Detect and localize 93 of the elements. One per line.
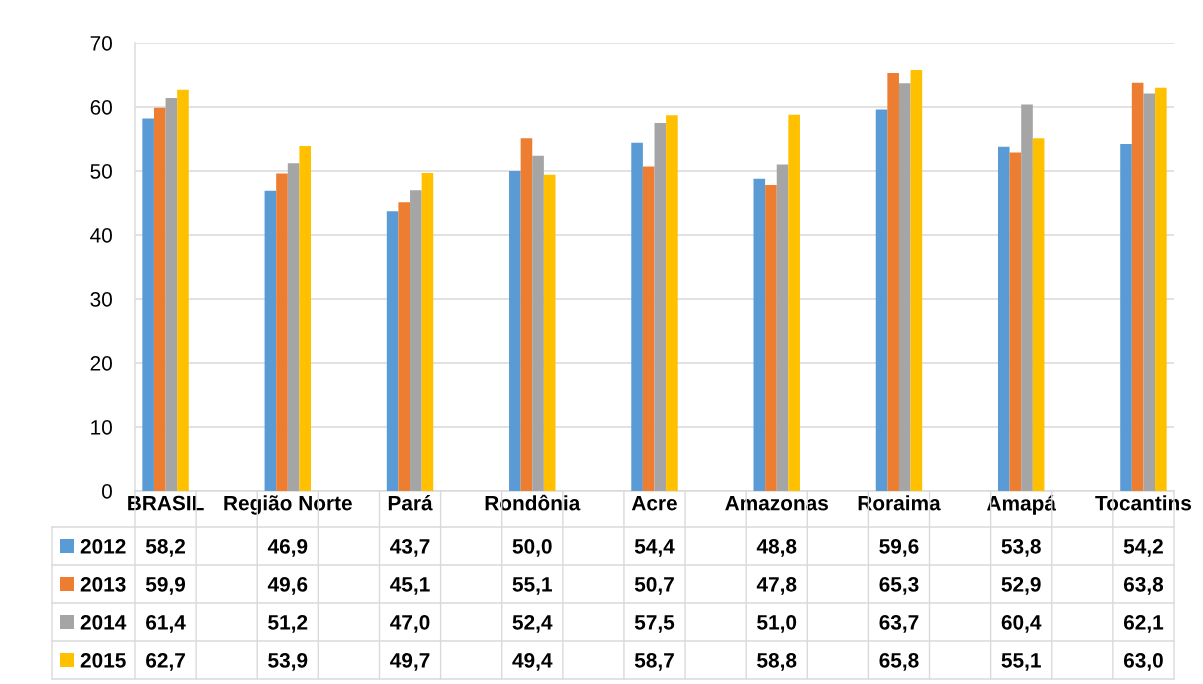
bar [765,185,777,491]
bar [299,146,312,491]
data-label: 48,8 [756,538,797,557]
bar [410,190,422,491]
bar [421,172,434,491]
data-label: 59,6 [879,538,919,557]
x-tick-label: Região Norte [224,495,352,515]
bar [264,190,277,491]
data-label: 50,0 [512,538,552,557]
data-label: 63,0 [1123,652,1163,671]
y-tick-label: 10 [91,420,112,435]
bar [520,138,533,491]
x-tick-label: Tocantins [1095,495,1192,511]
x-tick-label: Pará [388,494,433,511]
legend-label: 2013 [80,576,126,592]
y-tick-label: 60 [90,100,112,115]
data-label: 49,7 [390,652,430,671]
x-tick-label: Acre [631,495,677,511]
data-label: 47,0 [390,614,430,633]
bar [543,174,556,491]
bar [997,146,1010,491]
bar [398,202,411,491]
data-label: 57,5 [634,615,675,633]
bar [1131,82,1144,491]
data-label: 43,7 [390,538,430,557]
x-tick-label: Amazonas [725,495,828,511]
bar [753,178,766,491]
x-tick-label: Amapá [986,495,1056,515]
bar [642,166,655,491]
bar [631,142,643,491]
y-tick-label: 70 [90,36,112,51]
bar [1009,152,1022,491]
data-label: 51,0 [757,614,797,633]
bar [666,115,678,491]
data-label: 63,7 [879,614,919,633]
data-label: 53,8 [1001,538,1041,557]
bar [887,73,899,491]
y-tick-label: 0 [102,484,112,499]
bar [287,163,300,491]
data-label: 49,4 [512,652,553,671]
x-tick-label: BRASIL [128,495,204,511]
bar [153,107,166,491]
data-label: 47,8 [756,576,797,595]
bar [875,109,888,491]
y-tick-label: 30 [90,292,112,307]
y-tick-label: 50 [90,164,112,179]
data-label: 65,3 [879,576,919,595]
x-tick-label: Roraima [858,495,941,511]
bar [654,123,667,491]
data-label: 51,2 [268,614,308,633]
x-tick-label: Rondônia [485,494,581,511]
data-label: 50,7 [634,576,674,595]
data-label: 61,4 [146,614,186,633]
bar [165,98,178,491]
bar [1021,104,1033,491]
bar [788,114,800,491]
data-label: 55,1 [1001,653,1041,671]
data-label: 59,9 [145,576,186,595]
bar [142,118,154,491]
bar [1032,138,1045,491]
data-label: 55,1 [512,577,552,595]
data-label: 58,7 [634,652,674,671]
bar [910,69,923,491]
bar [1120,144,1132,491]
data-label: 52,4 [512,614,553,633]
y-tick-label: 40 [90,228,112,243]
legend-label: 2012 [80,538,126,554]
data-label: 62,7 [146,652,185,671]
bar [386,211,399,491]
data-label: 63,8 [1123,576,1164,595]
bar [1155,87,1167,491]
legend-label: 2014 [80,614,127,630]
bar [776,164,789,491]
data-label: 54,4 [634,539,675,557]
data-label: 53,9 [268,652,308,671]
data-label: 52,9 [1001,576,1041,595]
data-label: 60,4 [1001,614,1042,633]
bar [898,83,911,491]
data-label: 45,1 [390,577,430,595]
data-label: 58,8 [757,652,797,671]
legend-label: 2015 [80,652,126,668]
data-label: 54,2 [1123,538,1163,557]
bar [509,171,521,491]
data-label: 49,6 [267,576,308,595]
bar [532,155,544,491]
bar [276,173,288,491]
data-label: 65,8 [879,652,919,671]
data-label: 62,1 [1123,614,1164,633]
data-label: 58,2 [145,538,185,557]
bar [177,89,189,491]
y-tick-label: 20 [90,356,112,371]
data-label: 46,9 [267,538,308,557]
bar [1143,93,1156,491]
